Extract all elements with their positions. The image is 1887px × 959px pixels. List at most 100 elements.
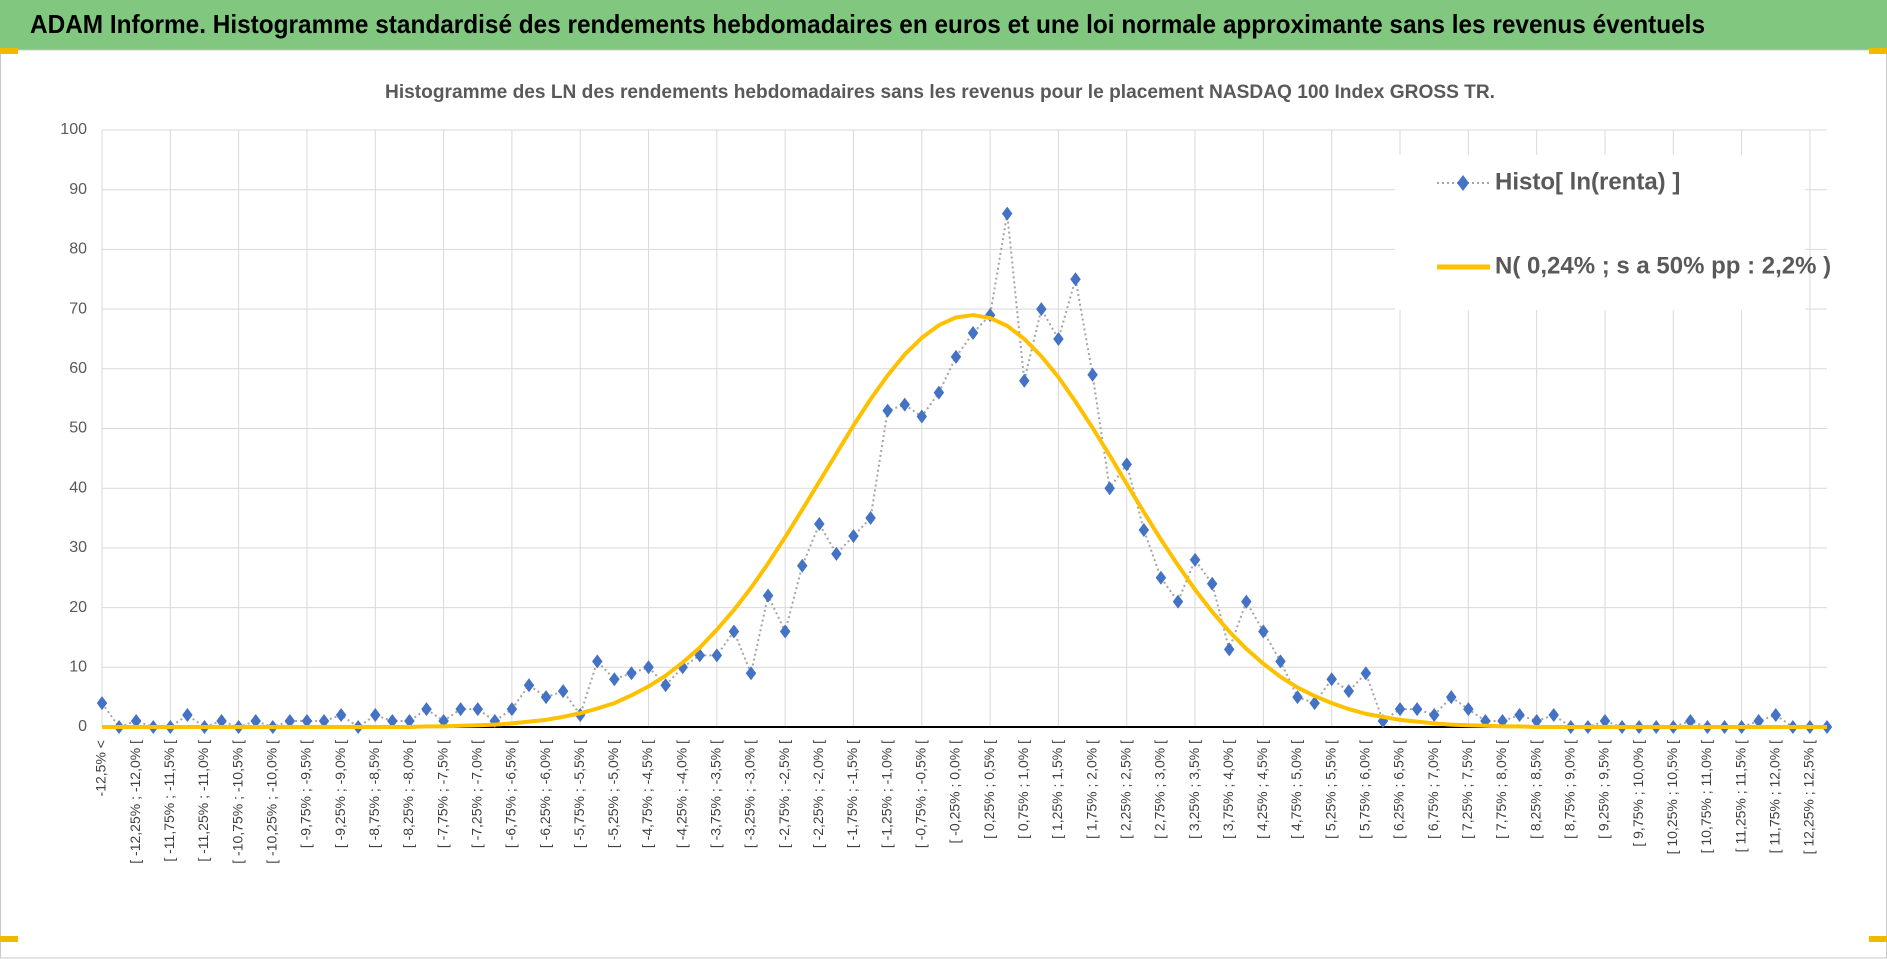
data-point (250, 714, 261, 729)
data-point (1326, 672, 1337, 687)
x-tick-label: [ 3,25% ; 3,5% [ (1186, 740, 1202, 839)
x-tick-label: [ 11,75% ; 12,0% [ (1766, 740, 1782, 853)
data-point (1548, 708, 1559, 723)
data-point (814, 517, 825, 532)
legend-label: N( 0,24% ; s a 50% pp : 2,2% ) (1495, 252, 1831, 279)
x-tick-label: [ 9,75% ; 10,0% [ (1630, 740, 1646, 847)
data-point (1275, 654, 1286, 669)
x-tick-label: [ -8,25% ; -8,0% [ (400, 740, 416, 848)
x-tick-label: [ -3,75% ; -3,5% [ (708, 740, 724, 848)
x-tick-label: [ -10,25% ; -10,0% [ (263, 740, 279, 864)
data-point (796, 558, 808, 573)
data-point (1121, 457, 1133, 472)
data-point (1070, 272, 1081, 287)
data-point (762, 588, 774, 603)
data-point (1104, 481, 1115, 496)
data-point (728, 624, 740, 639)
x-tick-label: [ -9,75% ; -9,5% [ (298, 740, 314, 848)
chart-title: Histogramme des LN des rendements hebdom… (385, 82, 1495, 103)
data-point (1360, 666, 1372, 681)
x-tick-label: [ 3,75% ; 4,0% [ (1220, 740, 1236, 839)
data-point (779, 624, 791, 639)
data-point (1053, 331, 1064, 346)
data-point (950, 349, 962, 364)
page-title: ADAM Informe. Histogramme standardisé de… (30, 9, 1705, 39)
data-point (1172, 594, 1184, 609)
data-point (284, 714, 296, 729)
x-tick-label: [ 1,75% ; 2,0% [ (1083, 740, 1099, 839)
x-tick-label: [ 5,25% ; 5,5% [ (1322, 740, 1338, 839)
data-point (1155, 570, 1167, 585)
x-tick-label: [ -4,75% ; -4,5% [ (639, 740, 655, 848)
x-tick-label: [ 6,25% ; 6,5% [ (1391, 740, 1407, 839)
data-point (1241, 594, 1252, 609)
x-tick-label: [ 0,75% ; 1,0% [ (1015, 740, 1031, 839)
data-point (1428, 708, 1440, 723)
y-tick-label: 20 (69, 599, 87, 616)
data-point (1343, 684, 1355, 699)
data-point (421, 702, 432, 717)
y-tick-label: 90 (69, 181, 87, 198)
x-tick-label: [ -6,25% ; -6,0% [ (537, 740, 553, 848)
data-point (387, 714, 398, 729)
data-point (592, 654, 603, 669)
legend-marker (1457, 175, 1469, 191)
y-tick-label: 40 (69, 479, 87, 496)
x-tick-label: [ -7,75% ; -7,5% [ (434, 740, 450, 848)
data-point (1411, 702, 1423, 717)
data-point (609, 672, 620, 687)
x-tick-label: [ 1,25% ; 1,5% [ (1049, 740, 1065, 839)
x-tick-label: [ -3,25% ; -3,0% [ (742, 740, 758, 848)
data-point (1189, 552, 1201, 567)
data-point (1531, 714, 1542, 729)
y-tick-label: 100 (60, 121, 87, 138)
data-point (1770, 708, 1782, 723)
corner-marker (1869, 936, 1887, 942)
data-point (1087, 367, 1098, 382)
data-point (404, 714, 415, 729)
data-point (540, 690, 552, 705)
legend-label: Histo[ ln(renta) ] (1495, 168, 1680, 195)
x-tick-label: [ -2,75% ; -2,5% [ (776, 740, 792, 848)
x-tick-label: [ -11,25% ; -11,0% [ (195, 740, 211, 862)
x-tick-label: [ -11,75% ; -11,5% [ (161, 740, 177, 862)
data-point (523, 678, 535, 693)
x-tick-label: [ 8,75% ; 9,0% [ (1562, 740, 1578, 839)
data-point (1514, 708, 1525, 723)
data-point (1292, 690, 1303, 705)
data-point (848, 528, 859, 543)
x-tick-label: [ 9,25% ; 9,5% [ (1596, 740, 1612, 839)
plot (96, 206, 1833, 734)
data-point (1309, 696, 1320, 711)
x-tick-label: [ 11,25% ; 11,5% [ (1732, 740, 1748, 852)
x-tick-label: [ -0,75% ; -0,5% [ (913, 740, 929, 848)
data-point (865, 511, 876, 526)
data-point (1394, 702, 1406, 717)
data-point (882, 403, 893, 418)
x-tick-label: [ 4,25% ; 4,5% [ (1254, 740, 1270, 839)
x-tick-label: [ 0,25% ; 0,5% [ (981, 740, 997, 839)
x-tick-label: [ 5,75% ; 6,0% [ (1357, 740, 1373, 839)
x-tick-label: [ -12,25% ; -12,0% [ (127, 740, 143, 864)
grid (101, 129, 1827, 728)
x-tick-label: [ -0,25% ; 0,0% [ (947, 740, 963, 844)
corner-marker (1869, 48, 1887, 54)
corner-marker (0, 936, 18, 942)
x-tick-label: [ -1,75% ; -1,5% [ (844, 740, 860, 848)
data-point (1685, 714, 1696, 729)
data-point (745, 666, 757, 681)
y-tick-label: 10 (69, 659, 87, 676)
x-tick-label: -12,5% < (93, 740, 109, 796)
y-tick-label: 0 (78, 718, 87, 735)
x-tick-label: [ -2,25% ; -2,0% [ (810, 740, 826, 848)
data-point (1753, 714, 1764, 729)
x-tick-label: [ 6,75% ; 7,0% [ (1425, 740, 1441, 839)
data-point (1019, 373, 1030, 388)
data-point (1258, 624, 1269, 639)
data-point (182, 708, 193, 723)
y-tick-label: 30 (69, 539, 87, 556)
data-point (831, 546, 842, 561)
data-point (916, 409, 928, 424)
x-tick-label: [ -5,75% ; -5,5% [ (571, 740, 587, 848)
x-tick-label: [ -7,25% ; -7,0% [ (468, 740, 484, 848)
